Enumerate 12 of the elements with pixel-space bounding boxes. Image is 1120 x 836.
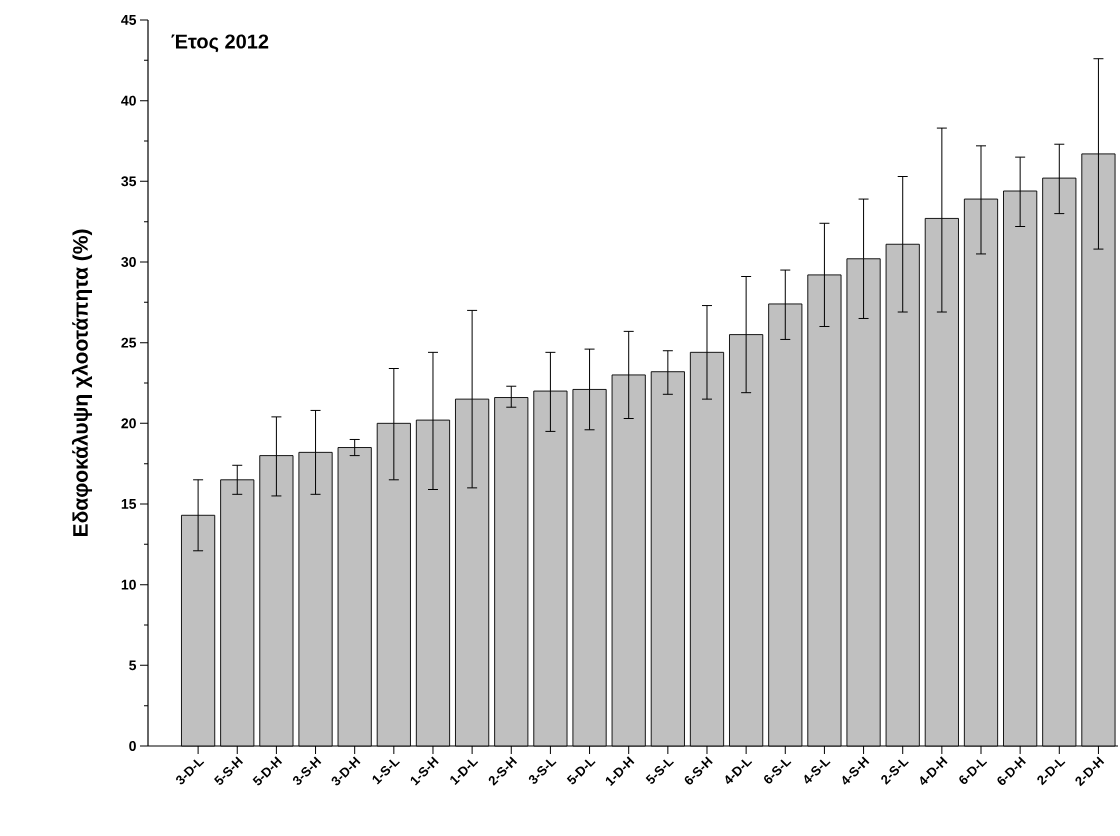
y-tick-label: 25 [121,337,137,348]
y-tick-label: 20 [121,418,136,429]
y-tick-label: 0 [129,741,136,751]
y-tick-label: 10 [121,579,136,590]
y-axis-title: Εδαφοκάλυψη χλοοτάπητα (%) [71,229,93,537]
y-tick-label: 45 [121,15,137,25]
y-tick-label: 5 [129,660,137,671]
annotation: Έτος 2012 [171,34,269,53]
y-tick-label: 30 [121,257,136,267]
y-tick-label: 35 [121,176,137,187]
y-tick-label: 15 [121,499,137,509]
y-tick-label: 40 [121,95,136,106]
